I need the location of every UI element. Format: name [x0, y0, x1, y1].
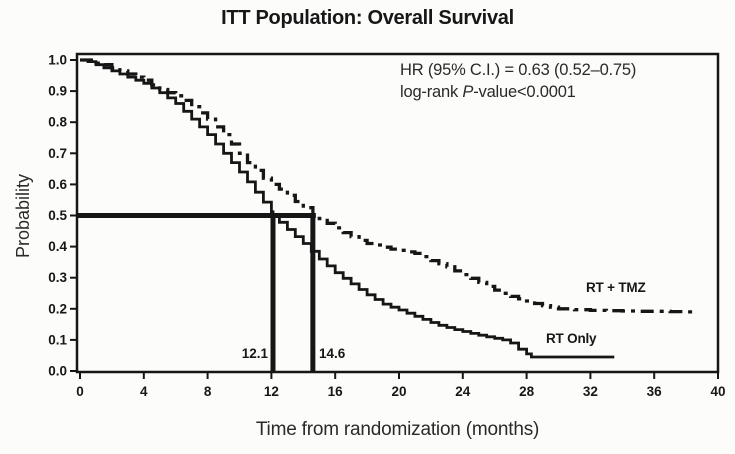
x-tick-label: 16 — [328, 384, 344, 399]
km-curve-rt-only — [80, 58, 615, 359]
x-tick-label: 36 — [647, 384, 663, 399]
x-axis-title: Time from randomization (months) — [255, 419, 540, 440]
x-tick-label: 4 — [140, 384, 148, 399]
x-tick-label: 28 — [519, 384, 535, 399]
x-tick-label: 8 — [204, 384, 212, 399]
x-tick-label: 24 — [455, 384, 471, 399]
x-tick-label: 40 — [710, 384, 725, 399]
series-label-rt-only: RT Only — [546, 331, 597, 346]
statistics-annotation: HR (95% C.I.) = 0.63 (0.52–0.75) log-ran… — [400, 59, 636, 103]
hazard-ratio-text: HR (95% C.I.) = 0.63 (0.52–0.75) — [400, 61, 637, 79]
y-tick-label: 0.0 — [48, 364, 67, 379]
y-tick-label: 0.9 — [48, 84, 67, 99]
km-curve-rt-tmz — [80, 58, 696, 314]
y-tick-label: 0.5 — [48, 208, 67, 223]
y-tick-label: 0.2 — [48, 301, 67, 316]
series-label-rt-tmz: RT + TMZ — [586, 280, 646, 295]
y-tick-label: 0.1 — [48, 332, 67, 347]
chart-title: ITT Population: Overall Survival — [221, 7, 514, 29]
y-tick-label: 1.0 — [48, 53, 67, 68]
y-tick-label: 0.4 — [48, 239, 67, 254]
y-tick-label: 0.7 — [48, 146, 67, 161]
median-label-rt-only: 12.1 — [241, 346, 268, 361]
y-tick-label: 0.6 — [48, 177, 67, 192]
y-tick-label: 0.8 — [48, 115, 67, 130]
x-tick-label: 0 — [76, 384, 84, 399]
logrank-text: log-rank P-value<0.0001 — [400, 83, 576, 101]
y-tick-label: 0.3 — [48, 270, 67, 285]
x-tick-label: 20 — [391, 384, 406, 399]
x-tick-label: 12 — [264, 384, 279, 399]
median-label-rt-tmz: 14.6 — [319, 346, 346, 361]
x-tick-label: 32 — [583, 384, 598, 399]
